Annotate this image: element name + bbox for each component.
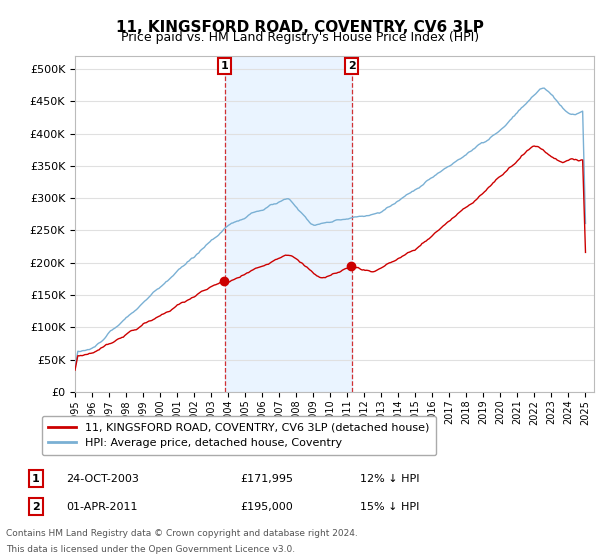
Text: 11, KINGSFORD ROAD, COVENTRY, CV6 3LP: 11, KINGSFORD ROAD, COVENTRY, CV6 3LP [116,20,484,35]
Text: 1: 1 [221,61,229,71]
Bar [224,56,352,392]
Legend: 11, KINGSFORD ROAD, COVENTRY, CV6 3LP (detached house), HPI: Average price, deta: 11, KINGSFORD ROAD, COVENTRY, CV6 3LP (d… [41,416,436,455]
Text: Price paid vs. HM Land Registry's House Price Index (HPI): Price paid vs. HM Land Registry's House … [121,31,479,44]
Text: £195,000: £195,000 [240,502,293,512]
Text: This data is licensed under the Open Government Licence v3.0.: This data is licensed under the Open Gov… [6,545,295,554]
Text: Contains HM Land Registry data © Crown copyright and database right 2024.: Contains HM Land Registry data © Crown c… [6,529,358,538]
Text: £171,995: £171,995 [240,474,293,484]
Text: 2: 2 [347,61,355,71]
Text: 1: 1 [32,474,40,484]
Text: 12% ↓ HPI: 12% ↓ HPI [360,474,419,484]
Text: 15% ↓ HPI: 15% ↓ HPI [360,502,419,512]
Text: 01-APR-2011: 01-APR-2011 [66,502,137,512]
Text: 24-OCT-2003: 24-OCT-2003 [66,474,139,484]
Text: 2: 2 [32,502,40,512]
